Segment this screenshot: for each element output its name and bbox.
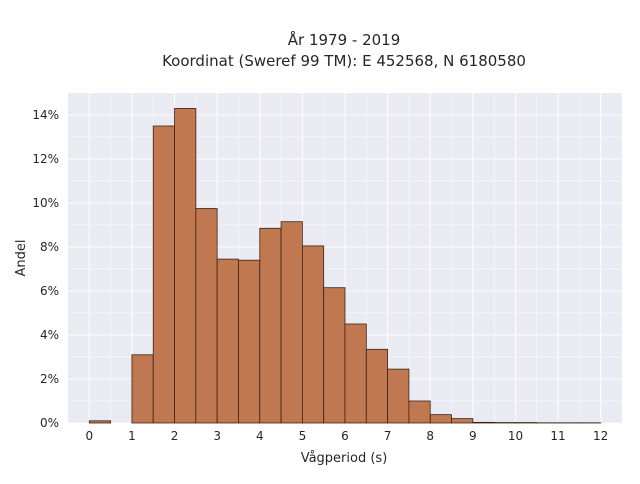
x-tick-label: 8 — [426, 429, 434, 443]
x-tick-label: 3 — [213, 429, 221, 443]
y-tick-label: 14% — [32, 108, 59, 122]
x-tick-label: 2 — [171, 429, 179, 443]
histogram-bar — [175, 108, 196, 423]
histogram-bar — [473, 422, 494, 423]
chart-title-line-1: År 1979 - 2019 — [288, 30, 401, 49]
chart-title-line-2: Koordinat (Sweref 99 TM): E 452568, N 61… — [162, 52, 526, 70]
histogram-bar — [324, 288, 345, 423]
x-tick-label: 4 — [256, 429, 264, 443]
histogram-bar — [196, 209, 217, 424]
y-tick-label: 0% — [40, 416, 59, 430]
x-tick-label: 9 — [469, 429, 477, 443]
x-tick-label: 0 — [85, 429, 93, 443]
histogram-bar — [260, 228, 281, 423]
histogram-bar — [409, 401, 430, 423]
y-axis-label: Andel — [14, 240, 29, 277]
histogram-bar — [217, 259, 238, 423]
histogram-bar — [238, 260, 259, 423]
histogram-bar — [132, 355, 153, 423]
x-tick-label: 11 — [550, 429, 565, 443]
y-tick-label: 6% — [40, 284, 59, 298]
y-tick-label: 8% — [40, 240, 59, 254]
histogram-bar — [89, 421, 110, 423]
x-tick-label: 5 — [299, 429, 307, 443]
y-tick-label: 4% — [40, 328, 59, 342]
histogram-bar — [452, 419, 473, 423]
x-tick-label: 6 — [341, 429, 349, 443]
y-tick-label: 2% — [40, 372, 59, 386]
histogram-bar — [302, 246, 323, 423]
histogram-bar — [430, 415, 451, 423]
histogram-bar — [388, 369, 409, 423]
x-tick-label: 12 — [593, 429, 608, 443]
y-axis-ticks: 0% 2% 4% 6% 8% 10% 12% 14% — [32, 108, 59, 430]
x-tick-label: 10 — [508, 429, 523, 443]
histogram-bar — [153, 126, 174, 423]
histogram-bar — [345, 324, 366, 423]
x-tick-label: 1 — [128, 429, 136, 443]
histogram-bar — [366, 349, 387, 423]
y-tick-label: 10% — [32, 196, 59, 210]
histogram-bar — [281, 222, 302, 423]
x-tick-label: 7 — [384, 429, 392, 443]
y-tick-label: 12% — [32, 152, 59, 166]
x-axis-label: Vågperiod (s) — [301, 451, 388, 466]
